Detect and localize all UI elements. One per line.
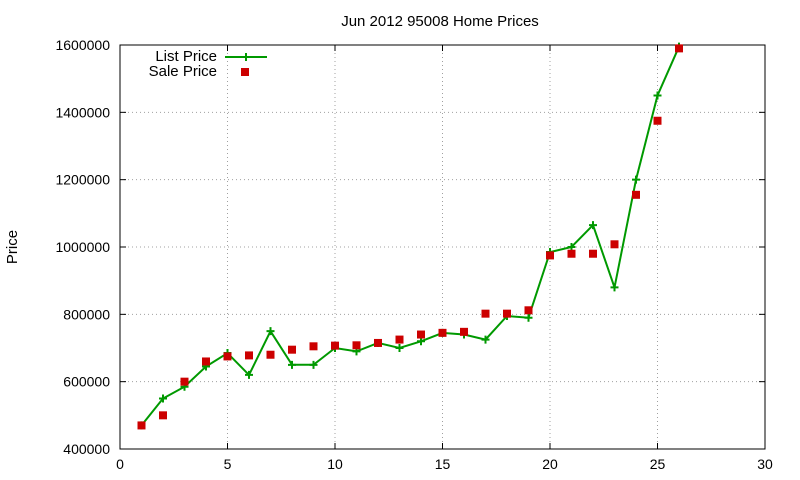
list-price-point xyxy=(524,313,533,322)
list-price-point xyxy=(266,327,275,336)
sale-price-point xyxy=(460,327,468,336)
legend-marker-sale-price xyxy=(241,68,249,76)
grid-lines xyxy=(120,45,765,449)
sale-price-point xyxy=(675,44,683,53)
sale-price-point xyxy=(137,421,146,430)
list-price-point xyxy=(632,175,640,184)
list-price-point xyxy=(159,394,167,403)
list-price-point xyxy=(653,91,662,100)
x-tick-label: 15 xyxy=(435,456,451,472)
y-tick-label: 1400000 xyxy=(55,104,110,120)
sale-price-point xyxy=(395,335,404,344)
x-tick-label: 5 xyxy=(224,456,232,472)
sale-price-point xyxy=(180,377,189,386)
legend-label-sale-price: Sale Price xyxy=(149,63,217,80)
series xyxy=(137,42,683,430)
x-tick-label: 10 xyxy=(327,456,343,472)
legend: List Price Sale Price xyxy=(149,48,267,80)
x-tick-label: 0 xyxy=(116,456,124,472)
list-price-point xyxy=(481,335,490,344)
sale-price-point xyxy=(159,411,167,420)
y-tick-label: 800000 xyxy=(63,306,110,322)
y-axis-label: Price xyxy=(4,230,21,264)
sale-price-point xyxy=(503,309,511,318)
sale-price-point xyxy=(632,190,640,199)
y-tick-label: 1600000 xyxy=(55,37,110,53)
list-price-point xyxy=(309,360,318,369)
y-tick-label: 600000 xyxy=(63,374,110,390)
list-price-point xyxy=(589,221,597,230)
y-tick-label: 400000 xyxy=(63,441,110,457)
sale-price-point xyxy=(202,357,210,366)
legend-marker-list-price xyxy=(242,53,250,61)
sale-price-point xyxy=(524,306,533,315)
list-price-point xyxy=(288,360,296,369)
sale-price-point xyxy=(567,249,576,258)
sale-price-point xyxy=(288,345,296,354)
x-tick-label: 30 xyxy=(757,456,773,472)
y-tick-label: 1000000 xyxy=(55,239,110,255)
sale-price-point xyxy=(245,351,253,360)
legend-label-list-price: List Price xyxy=(155,48,217,65)
sale-price-point xyxy=(546,251,554,260)
list-price-point xyxy=(395,344,404,352)
y-tick-label: 1200000 xyxy=(55,172,110,188)
sale-price-point xyxy=(309,342,318,351)
list-price-point xyxy=(567,243,576,251)
sale-price-point xyxy=(374,338,382,347)
sale-price-point xyxy=(223,352,232,361)
list-price-point xyxy=(245,370,253,379)
axes: 0 5 10 15 20 25 30 400000 600000 800000 1000000 120… xyxy=(55,37,773,472)
sale-price-point xyxy=(352,341,361,350)
sale-price-point xyxy=(589,249,597,258)
sale-price-point xyxy=(481,309,490,318)
sale-price-point xyxy=(417,330,425,339)
sale-price-point xyxy=(610,240,619,249)
sale-price-point xyxy=(331,341,339,350)
x-tick-label: 20 xyxy=(542,456,558,472)
sale-price-point xyxy=(438,328,447,337)
x-tick-label: 25 xyxy=(650,456,666,472)
list-price-point xyxy=(417,337,425,346)
list-price-point xyxy=(610,283,619,292)
sale-price-point xyxy=(653,116,662,125)
list-price-line xyxy=(140,46,680,427)
sale-price-point xyxy=(266,350,275,359)
chart-title: Jun 2012 95008 Home Prices xyxy=(341,13,539,30)
